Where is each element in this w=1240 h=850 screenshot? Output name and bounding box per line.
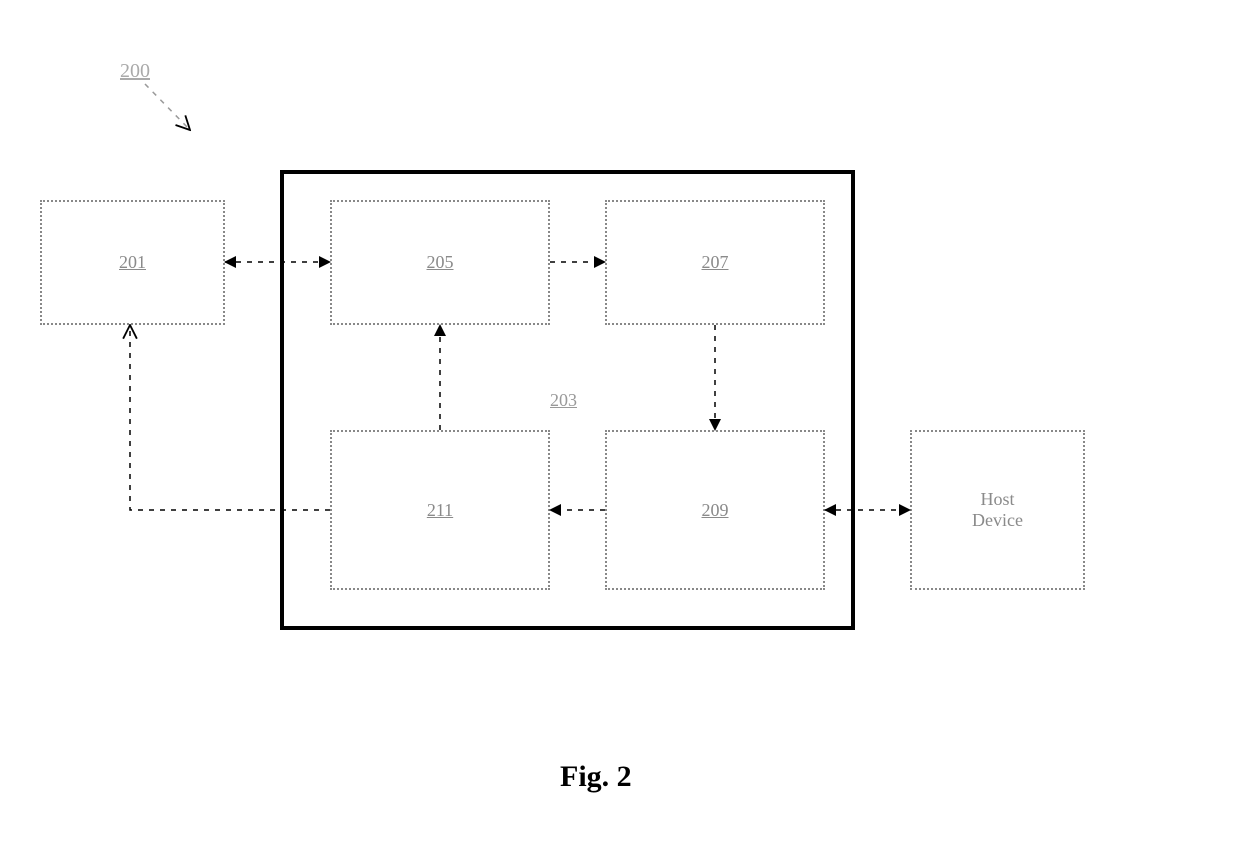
figure-caption: Fig. 2 bbox=[560, 760, 632, 794]
node-209: 209 bbox=[605, 430, 825, 590]
node-201-label: 201 bbox=[119, 252, 146, 273]
node-211: 211 bbox=[330, 430, 550, 590]
diagram-canvas: { "figure": { "caption": "Fig. 2", "capt… bbox=[0, 0, 1240, 850]
node-host-device: HostDevice bbox=[910, 430, 1085, 590]
node-201: 201 bbox=[40, 200, 225, 325]
node-207: 207 bbox=[605, 200, 825, 325]
figure-reference-200: 200 bbox=[120, 60, 150, 83]
node-205: 205 bbox=[330, 200, 550, 325]
node-209-label: 209 bbox=[702, 500, 729, 521]
node-host-device-label: HostDevice bbox=[972, 489, 1023, 531]
container-203-label: 203 bbox=[550, 390, 577, 411]
node-207-label: 207 bbox=[702, 252, 729, 273]
node-211-label: 211 bbox=[427, 500, 453, 521]
node-205-label: 205 bbox=[427, 252, 454, 273]
